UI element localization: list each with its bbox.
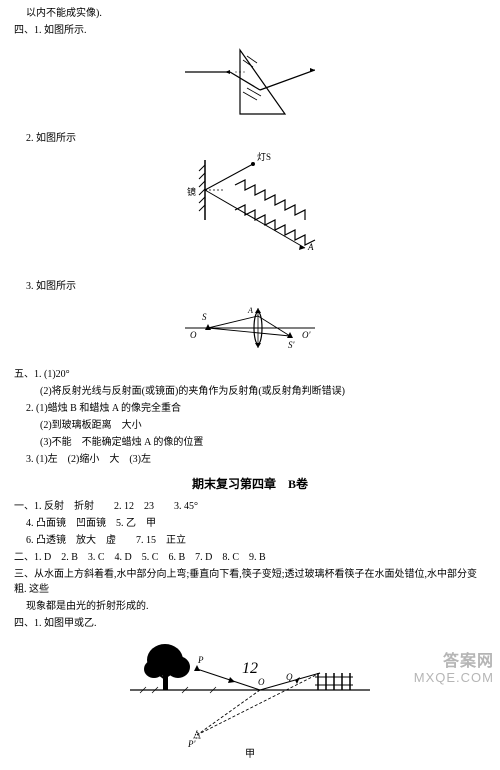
text-line: 以内不能成实像). xyxy=(14,6,486,21)
text-line: 三、从水面上方斜着看,水中部分向上弯;垂直向下看,筷子变短;透过玻璃杯看筷子在水… xyxy=(14,567,486,597)
label-lensA: A xyxy=(247,306,253,315)
watermark-cn: 答案网 xyxy=(414,653,494,671)
label-A: A xyxy=(307,242,314,252)
label-O2: O xyxy=(258,677,265,687)
text-line: (2)将反射光线与反射面(或镜面)的夹角作为反射角(或反射角判断错误) xyxy=(14,384,486,399)
label-Sprime: S' xyxy=(288,340,296,350)
section-title-b: 期末复习第四章 B卷 xyxy=(14,475,486,493)
text-line: 现象都是由光的折射形成的. xyxy=(14,599,486,614)
text-line: 2. (1)蜡烛 B 和蜡烛 A 的像完全重合 xyxy=(14,401,486,416)
text-line: 3. 如图所示 xyxy=(14,279,486,294)
text-line: 二、1. D 2. B 3. C 4. D 5. C 6. B 7. D 8. … xyxy=(14,550,486,565)
text-line: 四、1. 如图所示. xyxy=(14,23,486,38)
figure-mirror: 灯S 镜 A xyxy=(14,150,486,275)
fence-icon xyxy=(315,673,353,690)
label-Oprime: O' xyxy=(302,330,311,340)
figure-prism xyxy=(14,42,486,127)
label-Q: Q xyxy=(286,672,293,682)
label-O: O xyxy=(190,330,197,340)
label-P: P xyxy=(197,655,204,665)
text-line: (3)不能 不能确定蜡烛 A 的像的位置 xyxy=(14,435,486,450)
label-mirror: 镜 xyxy=(187,186,196,197)
label-lamp: 灯S xyxy=(257,152,271,162)
text-line: 2. 如图所示 xyxy=(14,131,486,146)
figure-lens: S A O O' S' xyxy=(14,298,486,363)
text-line: 四、1. 如图甲或乙. xyxy=(14,616,486,631)
text-line: 4. 凸面镜 凹面镜 5. 乙 甲 xyxy=(14,516,486,531)
figure-caption: 甲 xyxy=(245,749,255,760)
text-line: (2)到玻璃板距离 大小 xyxy=(14,418,486,433)
text-line: 6. 凸透镜 放大 虚 7. 15 正立 xyxy=(14,533,486,548)
page-number: 12 xyxy=(242,657,258,681)
text-line: 3. (1)左 (2)缩小 大 (3)左 xyxy=(14,452,486,467)
watermark: 答案网 MXQE.COM xyxy=(414,653,494,685)
watermark-url: MXQE.COM xyxy=(414,671,494,685)
label-Pprime: P' xyxy=(187,739,196,749)
tree-icon xyxy=(144,644,190,690)
text-line: 一、1. 反射 折射 2. 12 23 3. 45° xyxy=(14,499,486,514)
text-line: 五、1. (1)20° xyxy=(14,367,486,382)
label-S: S xyxy=(202,312,207,322)
